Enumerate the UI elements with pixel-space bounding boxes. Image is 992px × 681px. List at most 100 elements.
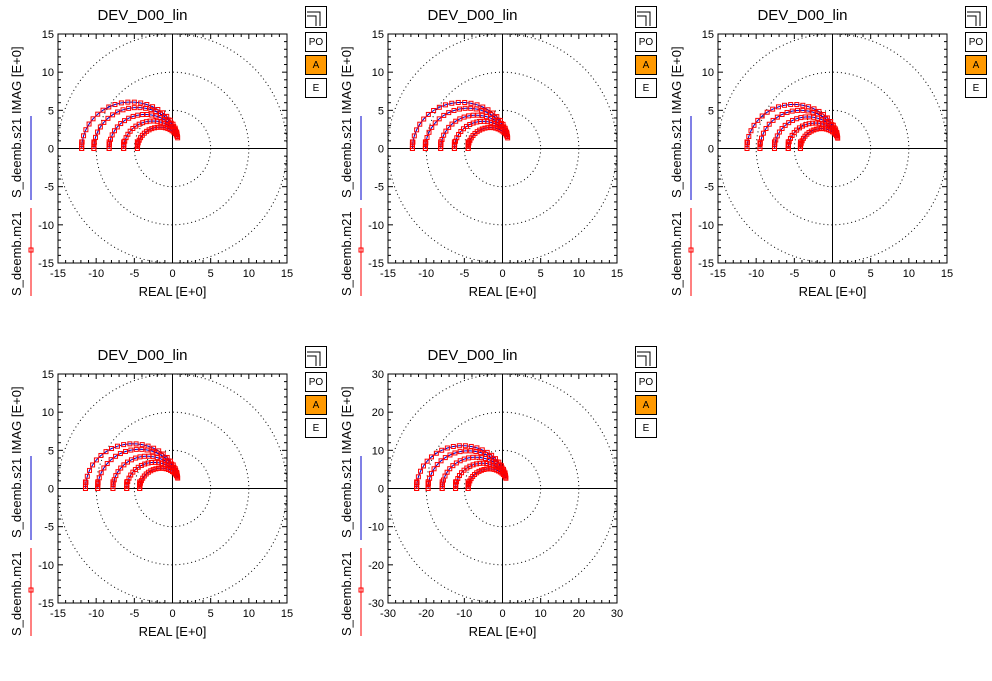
data-point (418, 468, 424, 474)
data-point (776, 129, 782, 135)
data-point (481, 467, 487, 473)
data-point (488, 119, 494, 125)
po-button[interactable]: PO (305, 372, 327, 392)
y-tick-label: -15 (38, 598, 54, 610)
y-tick-label: -10 (368, 220, 384, 232)
data-point (149, 459, 155, 465)
y-tick-label: 0 (708, 144, 714, 156)
data-point (473, 106, 479, 112)
data-point (111, 128, 117, 134)
data-point (462, 448, 468, 454)
a-button[interactable]: A (635, 395, 657, 415)
e-button[interactable]: E (305, 78, 327, 98)
y-tick-label: 5 (48, 445, 54, 457)
smith-plot: DEV_D00_lin -15-15 -10 -10 -5 -5 0 0 5 5 10 10 15 15 R… (669, 7, 953, 299)
window-corner-icon[interactable] (635, 346, 657, 368)
x-tick-label: 15 (281, 608, 293, 620)
x-axis-label: REAL [E+0] (469, 284, 537, 299)
po-button[interactable]: PO (305, 32, 327, 52)
legend-label-m21: S_deemb.m21 (339, 211, 354, 296)
data-point (133, 441, 139, 447)
data-point (466, 113, 472, 119)
data-point (144, 447, 150, 453)
po-button[interactable]: PO (965, 32, 987, 52)
legend-label-m21: S_deemb.m21 (9, 551, 24, 636)
y-tick-label: 15 (372, 29, 384, 41)
a-button[interactable]: A (635, 55, 657, 75)
y-tick-label: -5 (704, 182, 714, 194)
data-point (484, 466, 490, 472)
data-point (154, 124, 160, 130)
data-point (766, 121, 772, 127)
e-button[interactable]: E (305, 418, 327, 438)
a-button[interactable]: A (965, 55, 987, 75)
data-point (139, 446, 145, 452)
data-point (93, 134, 99, 140)
x-tick-label: -15 (710, 268, 726, 280)
po-button[interactable]: PO (635, 372, 657, 392)
y-axis-label: IMAG [E+0] (339, 386, 354, 454)
window-corner-icon[interactable] (965, 6, 987, 28)
data-point (433, 450, 439, 456)
data-point (477, 460, 483, 466)
data-point (109, 446, 115, 452)
data-point (127, 128, 133, 134)
x-axis-label: REAL [E+0] (139, 284, 207, 299)
x-tick-label: 10 (573, 268, 585, 280)
window-corner-icon[interactable] (305, 346, 327, 368)
data-point (800, 107, 806, 113)
data-point (833, 133, 839, 139)
x-axis-label: REAL [E+0] (469, 624, 537, 639)
data-point (487, 124, 493, 130)
data-point (442, 102, 448, 108)
data-point (451, 107, 457, 113)
data-point (465, 479, 471, 485)
y-tick-label: 10 (702, 67, 714, 79)
y-tick-label: -20 (368, 560, 384, 572)
data-point (138, 100, 144, 106)
data-point (456, 443, 462, 449)
data-point (480, 104, 486, 110)
data-point (124, 479, 130, 485)
x-tick-label: -5 (129, 608, 139, 620)
a-button[interactable]: A (305, 395, 327, 415)
x-tick-label: 0 (829, 268, 835, 280)
window-corner-icon[interactable] (635, 6, 657, 28)
chart-title: DEV_D00_lin (427, 347, 517, 364)
data-point (428, 454, 434, 460)
data-point (174, 133, 180, 139)
y-tick-label: -5 (44, 522, 54, 534)
data-point (805, 108, 811, 114)
data-point (417, 121, 423, 127)
po-button[interactable]: PO (635, 32, 657, 52)
data-point (764, 109, 770, 115)
window-corner-icon[interactable] (305, 6, 327, 28)
data-point (120, 107, 126, 113)
data-point (442, 455, 448, 461)
y-tick-label: 15 (42, 29, 54, 41)
e-button[interactable]: E (965, 78, 987, 98)
smith-plot: DEV_D00_lin -15-15 -10 -10 -5 -5 0 0 5 5 10 10 15 15 R… (9, 347, 293, 639)
e-button[interactable]: E (635, 78, 657, 98)
data-point (431, 466, 437, 472)
legend-marker (28, 587, 34, 593)
data-point (811, 106, 817, 112)
x-tick-label: 0 (169, 268, 175, 280)
x-tick-label: 5 (868, 268, 874, 280)
data-point (162, 114, 168, 120)
e-button[interactable]: E (635, 418, 657, 438)
data-point (149, 448, 155, 454)
y-tick-label: -15 (368, 258, 384, 270)
x-tick-label: -10 (418, 268, 434, 280)
data-point (779, 126, 785, 132)
legend-marker (358, 247, 364, 253)
data-point (90, 116, 96, 122)
x-tick-label: -5 (789, 268, 799, 280)
data-point (788, 102, 794, 108)
chart-title: DEV_D00_lin (97, 347, 187, 364)
data-point (795, 107, 801, 113)
y-tick-label: 10 (42, 67, 54, 79)
x-tick-label: 15 (281, 268, 293, 280)
x-tick-label: -15 (380, 268, 396, 280)
a-button[interactable]: A (305, 55, 327, 75)
